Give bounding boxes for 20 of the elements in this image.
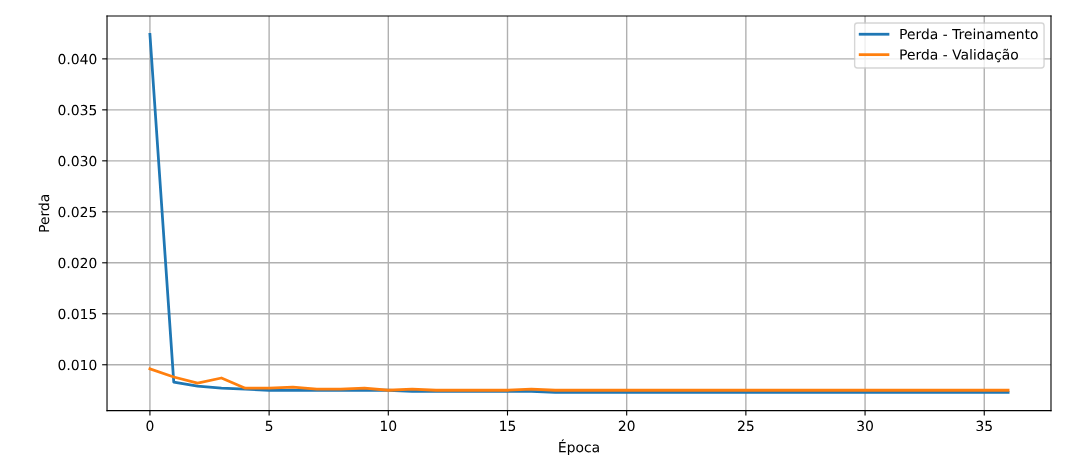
y-tick-label: 0.025: [58, 206, 97, 218]
line-series: [148, 367, 1010, 392]
y-tick-label: 0.015: [58, 308, 97, 320]
x-tick-label: 10: [380, 420, 397, 432]
x-tick-label: 15: [500, 420, 516, 432]
x-tick-label: 0: [146, 420, 154, 432]
y-tick-label: 0.020: [58, 257, 97, 269]
y-tick-label: 0.040: [58, 53, 97, 65]
y-axis-title: Perda: [38, 195, 50, 232]
legend-label: Perda - Treinamento: [900, 28, 1038, 40]
legend-label: Perda - Validação: [900, 48, 1018, 63]
x-tick-label: 25: [738, 420, 754, 432]
x-tick-label: 35: [976, 420, 992, 432]
x-tick-label: 30: [857, 420, 873, 432]
y-tick-label: 0.035: [58, 104, 97, 116]
y-tick-label: 0.010: [58, 359, 97, 371]
x-tick-label: 20: [618, 420, 635, 432]
x-axis-title: Época: [559, 439, 599, 456]
y-tick-label: 0.030: [58, 155, 97, 167]
x-tick-label: 5: [265, 420, 273, 432]
